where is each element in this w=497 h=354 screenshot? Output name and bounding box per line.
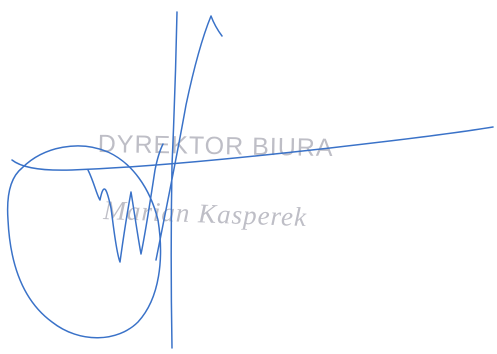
stamp-title-line: DYREKTOR BIURA	[97, 130, 334, 163]
stamp-name-line: Marian Kasperek	[102, 195, 308, 233]
signature-oval-loop	[6, 145, 162, 339]
signature-vertical-stroke	[170, 11, 178, 349]
